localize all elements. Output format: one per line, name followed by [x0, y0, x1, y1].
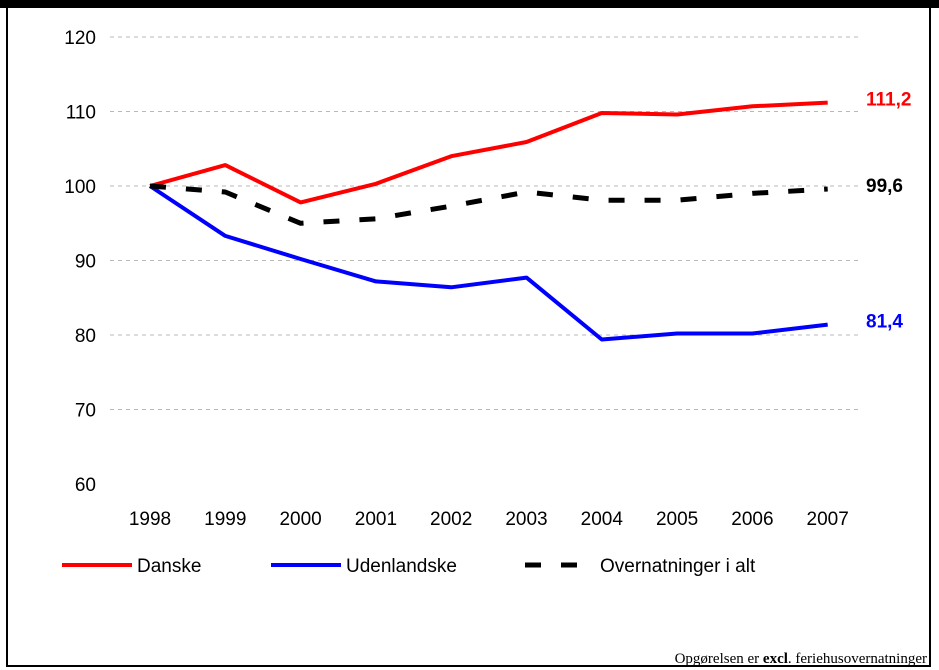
- series-line-0: [149, 100, 828, 205]
- end-label-1: 81,4: [866, 312, 903, 333]
- x-axis-ticks: 1998 1999 2000 2001 2002 2003 2004 2005 2006 2007: [129, 509, 849, 530]
- grid-lines: [110, 36, 858, 410]
- footnote: Opgørelsen er excl. feriehusovernatninge…: [675, 651, 927, 668]
- legend-label-0: Danske: [137, 556, 201, 577]
- series-lines: [148, 100, 828, 342]
- x-tick-label: 2007: [807, 509, 849, 530]
- end-label-2: 99,6: [866, 176, 903, 197]
- end-label-0: 111,2: [866, 90, 911, 111]
- series-line-2: [149, 183, 828, 226]
- x-tick-label: 2003: [505, 509, 547, 530]
- x-tick-label: 2004: [581, 509, 624, 530]
- series-line-1: [148, 184, 828, 342]
- footnote-suffix: . feriehusovernatninger: [787, 651, 927, 667]
- x-tick-label: 2000: [279, 509, 321, 530]
- y-tick-label: 90: [75, 252, 96, 273]
- x-tick-label: 2006: [731, 509, 773, 530]
- y-tick-label: 120: [64, 28, 96, 49]
- chart-frame: [6, 8, 931, 667]
- y-tick-label: 110: [66, 103, 96, 124]
- x-tick-label: 1999: [204, 509, 246, 530]
- legend-label-2: Overnatninger i alt: [600, 556, 756, 577]
- legend-label-1: Udenlandske: [346, 556, 457, 577]
- y-axis-ticks: 60 70 80 90 100 110 120: [64, 28, 96, 496]
- end-labels: 111,2 81,4 99,6: [866, 90, 911, 333]
- legend: Danske Udenlandske Overnatninger i alt: [62, 556, 756, 577]
- x-tick-label: 2001: [355, 509, 397, 530]
- y-tick-label: 70: [75, 401, 96, 422]
- top-title-bar: [0, 0, 939, 8]
- y-tick-label: 60: [75, 475, 96, 496]
- y-tick-label: 100: [64, 177, 96, 198]
- x-tick-label: 1998: [129, 509, 171, 530]
- x-tick-label: 2005: [656, 509, 698, 530]
- footnote-bold: excl: [762, 651, 788, 667]
- footnote-prefix: Opgørelsen er: [674, 651, 763, 667]
- x-tick-label: 2002: [430, 509, 472, 530]
- y-tick-label: 80: [75, 326, 96, 347]
